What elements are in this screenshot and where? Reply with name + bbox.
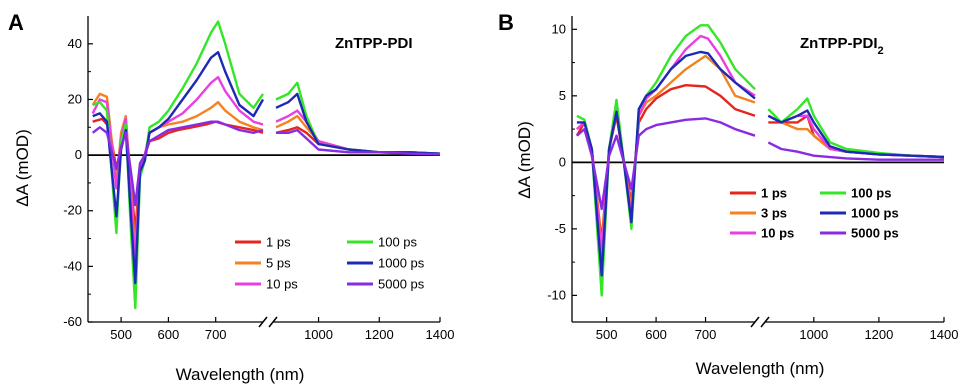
y-tick-label: 20 (68, 91, 82, 106)
series-line-1000-ps-vis (576, 50, 756, 277)
x-tick-label: 500 (596, 327, 618, 342)
axis-break-mark (750, 316, 770, 328)
x-tick-label: 1200 (864, 327, 893, 342)
legend-label: 5000 ps (851, 226, 899, 241)
series-line-1000-ps-vis (92, 51, 265, 285)
x-tick-label: 1000 (799, 327, 828, 342)
legend-label: 5000 ps (378, 277, 425, 292)
series-line-5000-ps-nir (767, 141, 944, 161)
x-tick-label: 600 (645, 327, 667, 342)
x-tick-label: 600 (158, 327, 180, 342)
y-tick-label: -10 (547, 287, 566, 302)
x-tick-label: 1200 (365, 327, 394, 342)
legend-label: 100 ps (851, 186, 891, 201)
ylabel-a: ΔA (mOD) (13, 129, 32, 206)
x-tick-label: 500 (110, 327, 132, 342)
panel-letter-b: B (498, 10, 514, 35)
y-tick-label: 10 (552, 21, 566, 36)
y-tick-label: 0 (559, 154, 566, 169)
y-tick-label: 40 (68, 36, 82, 51)
series-line-5000-ps-nir (276, 128, 441, 156)
panel-letter-a: A (8, 10, 24, 35)
legend-label: 1 ps (761, 186, 787, 201)
plot-b: -10 -5 0 5 10 500 600 700 1000 1200 1400 1 ps 3 ps 10… (547, 16, 958, 342)
x-tick-label: 1400 (930, 327, 959, 342)
y-tick-label: -20 (63, 203, 82, 218)
x-tick-label: 700 (205, 327, 227, 342)
legend-label: 10 ps (266, 277, 298, 292)
xlabel-b: Wavelength (nm) (696, 359, 825, 378)
x-tick-label: 1400 (426, 327, 455, 342)
inset-title-a: ZnTPP-PDI (335, 35, 413, 52)
inset-title-b: ZnTPP-PDI2 (800, 35, 884, 57)
xlabel-a: Wavelength (nm) (176, 365, 305, 384)
series-line-5-ps-nir (275, 114, 441, 155)
legend-label: 3 ps (761, 206, 787, 221)
ylabel-b: ΔA (mOD) (515, 121, 534, 198)
x-tick-label: 700 (695, 327, 717, 342)
y-tick-label: -5 (554, 221, 566, 236)
x-tick-label: 1000 (304, 327, 333, 342)
series-line-1000-ps-nir (767, 109, 945, 159)
y-tick-label: -40 (63, 258, 82, 273)
series-line-100-ps-nir (275, 81, 441, 155)
legend-label: 100 ps (378, 235, 418, 250)
y-tick-label: 0 (75, 147, 82, 162)
series-line-1000-ps-nir (275, 92, 441, 155)
y-tick-label: -60 (63, 314, 82, 329)
series-line-5000-ps-vis (576, 117, 756, 211)
legend-label: 5 ps (266, 256, 291, 271)
series-line-10-ps-vis (576, 34, 756, 257)
plot-a: -60 -40 -20 0 20 40 500 600 700 1000 1200 1400 1 ps 5… (63, 16, 454, 342)
legend-label: 1000 ps (378, 256, 425, 271)
legend-label: 1000 ps (851, 206, 899, 221)
series-line-5000-ps-vis (91, 120, 264, 207)
legend-label: 1 ps (266, 235, 291, 250)
y-tick-label: 5 (559, 88, 566, 103)
legend-label: 10 ps (761, 226, 794, 241)
axis-break-mark (258, 316, 278, 328)
